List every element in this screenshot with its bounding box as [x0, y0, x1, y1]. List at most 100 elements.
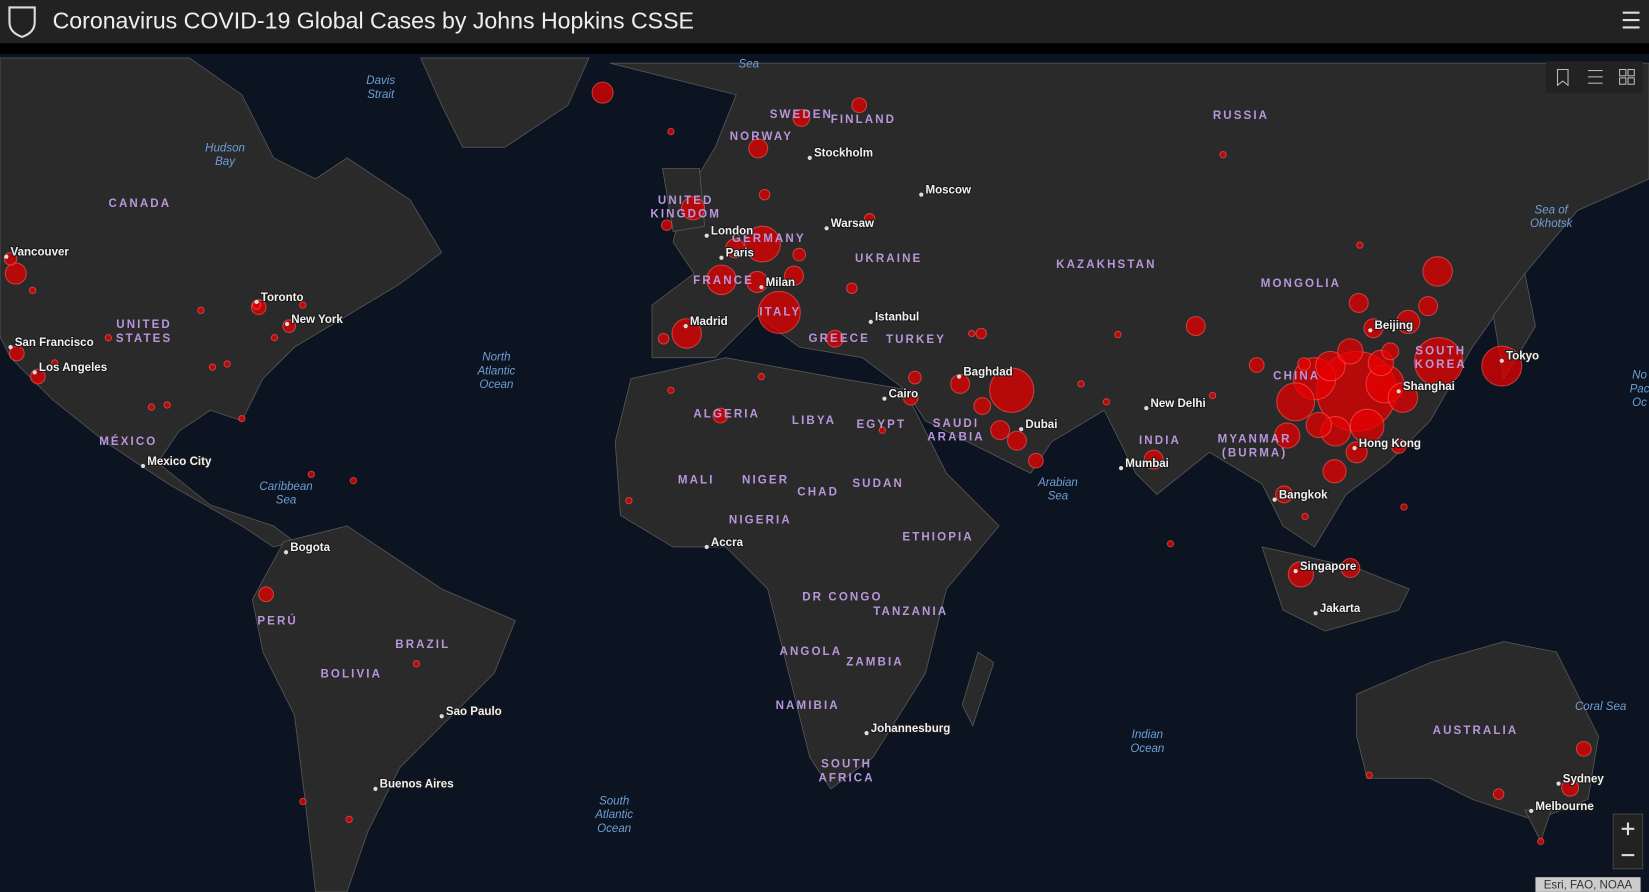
- country-label: EGYPT: [856, 419, 906, 431]
- city-label: Mumbai: [1125, 458, 1169, 470]
- country-label: CANADA: [109, 198, 172, 210]
- case-circle: [757, 290, 801, 334]
- case-circle: [1166, 540, 1175, 548]
- zoom-control: [1612, 813, 1644, 870]
- case-circle: [1575, 740, 1592, 757]
- water-label: Bay: [215, 156, 236, 168]
- water-label: Ocean: [597, 823, 631, 835]
- case-circle: [147, 403, 156, 411]
- case-circle: [1481, 345, 1523, 387]
- case-circle: [1301, 512, 1309, 521]
- city-label: Accra: [711, 537, 744, 549]
- city-dot: [704, 544, 709, 550]
- case-circle: [706, 264, 737, 296]
- city-label: Paris: [726, 248, 754, 260]
- case-circle: [744, 225, 781, 263]
- case-circle: [307, 470, 315, 479]
- city-dot: [1144, 406, 1149, 411]
- city-dot: [284, 321, 290, 327]
- country-label: RUSSIA: [1213, 110, 1269, 122]
- city-dot: [683, 324, 688, 329]
- city-dot: [824, 226, 829, 231]
- city-label: Milan: [766, 277, 796, 289]
- case-circle: [591, 81, 614, 104]
- bookmark-button[interactable]: [1556, 68, 1569, 87]
- country-label: TANZANIA: [873, 606, 948, 618]
- country-label: TURKEY: [886, 334, 946, 346]
- country-label: (BURMA): [1222, 447, 1287, 459]
- case-circle: [757, 372, 766, 381]
- attribution-box: [1535, 877, 1641, 892]
- case-circle: [667, 127, 675, 136]
- city-label: New York: [291, 314, 343, 326]
- city-label: Mexico City: [147, 456, 212, 468]
- country-label: MYANMAR: [1218, 434, 1292, 446]
- country-label: MONGOLIA: [1261, 278, 1341, 290]
- case-circle: [1275, 485, 1294, 504]
- case-circle: [1297, 357, 1311, 371]
- city-dot: [719, 255, 724, 260]
- case-circle: [1561, 778, 1580, 797]
- case-circle: [1208, 391, 1217, 400]
- case-circle: [1322, 459, 1347, 484]
- country-label: ARABIA: [927, 432, 985, 444]
- case-circle: [238, 414, 246, 423]
- case-circle: [1492, 788, 1505, 800]
- case-circle: [975, 327, 987, 340]
- city-label: Jakarta: [1320, 603, 1361, 615]
- country-label: ZAMBIA: [846, 657, 904, 669]
- city-label: Warsaw: [831, 218, 874, 230]
- city-dot: [1313, 611, 1318, 616]
- city-label: Beijing: [1375, 320, 1414, 332]
- legend-button[interactable]: [1588, 70, 1603, 84]
- city-label: Sydney: [1563, 773, 1605, 785]
- basemap-button[interactable]: [1619, 68, 1635, 85]
- case-circle: [1219, 151, 1227, 159]
- country-label: SOUTH: [1415, 345, 1466, 357]
- city-dot: [8, 345, 13, 350]
- city-label: Singapore: [1300, 561, 1357, 573]
- water-label: Sea: [276, 495, 297, 507]
- city-label: Dubai: [1025, 419, 1057, 431]
- city-label: Istanbul: [875, 312, 919, 324]
- case-circle: [1114, 330, 1122, 339]
- city-label: Toronto: [261, 292, 304, 304]
- case-circle: [1400, 503, 1408, 511]
- case-circle: [680, 196, 706, 221]
- city-dot: [704, 233, 709, 238]
- case-circle: [989, 367, 1035, 413]
- city-label: San Francisco: [15, 337, 94, 349]
- case-circle: [1381, 342, 1400, 361]
- water-label: Sea of: [1535, 204, 1570, 216]
- city-dot: [919, 192, 924, 197]
- case-circle: [826, 329, 844, 348]
- case-circle: [1305, 411, 1332, 439]
- case-circle: [1248, 357, 1265, 373]
- case-circle: [1396, 309, 1421, 334]
- case-circle: [968, 329, 976, 338]
- city-dot: [882, 396, 887, 401]
- case-circle: [667, 386, 675, 394]
- case-circle: [846, 282, 858, 295]
- water-label: Atlantic: [594, 809, 633, 821]
- menu-button[interactable]: [1622, 11, 1640, 29]
- city-dot: [283, 550, 289, 555]
- water-label: Ocean: [479, 379, 513, 391]
- city-label: Bangkok: [1279, 489, 1328, 501]
- case-circle: [8, 345, 25, 362]
- case-circle: [973, 397, 992, 415]
- city-dot: [1529, 808, 1534, 814]
- water-label: No: [1632, 370, 1647, 382]
- case-circle: [792, 247, 807, 262]
- case-circle: [1387, 382, 1419, 413]
- city-dot: [864, 730, 869, 736]
- case-circle: [1102, 398, 1111, 406]
- city-label: Buenos Aires: [380, 779, 454, 791]
- attribution: Esri, FAO, NOAA: [1544, 880, 1633, 892]
- city-dot: [1293, 569, 1298, 574]
- zoom-in-button[interactable]: [1621, 822, 1635, 836]
- city-dot: [807, 155, 812, 160]
- water-label: North: [482, 352, 510, 364]
